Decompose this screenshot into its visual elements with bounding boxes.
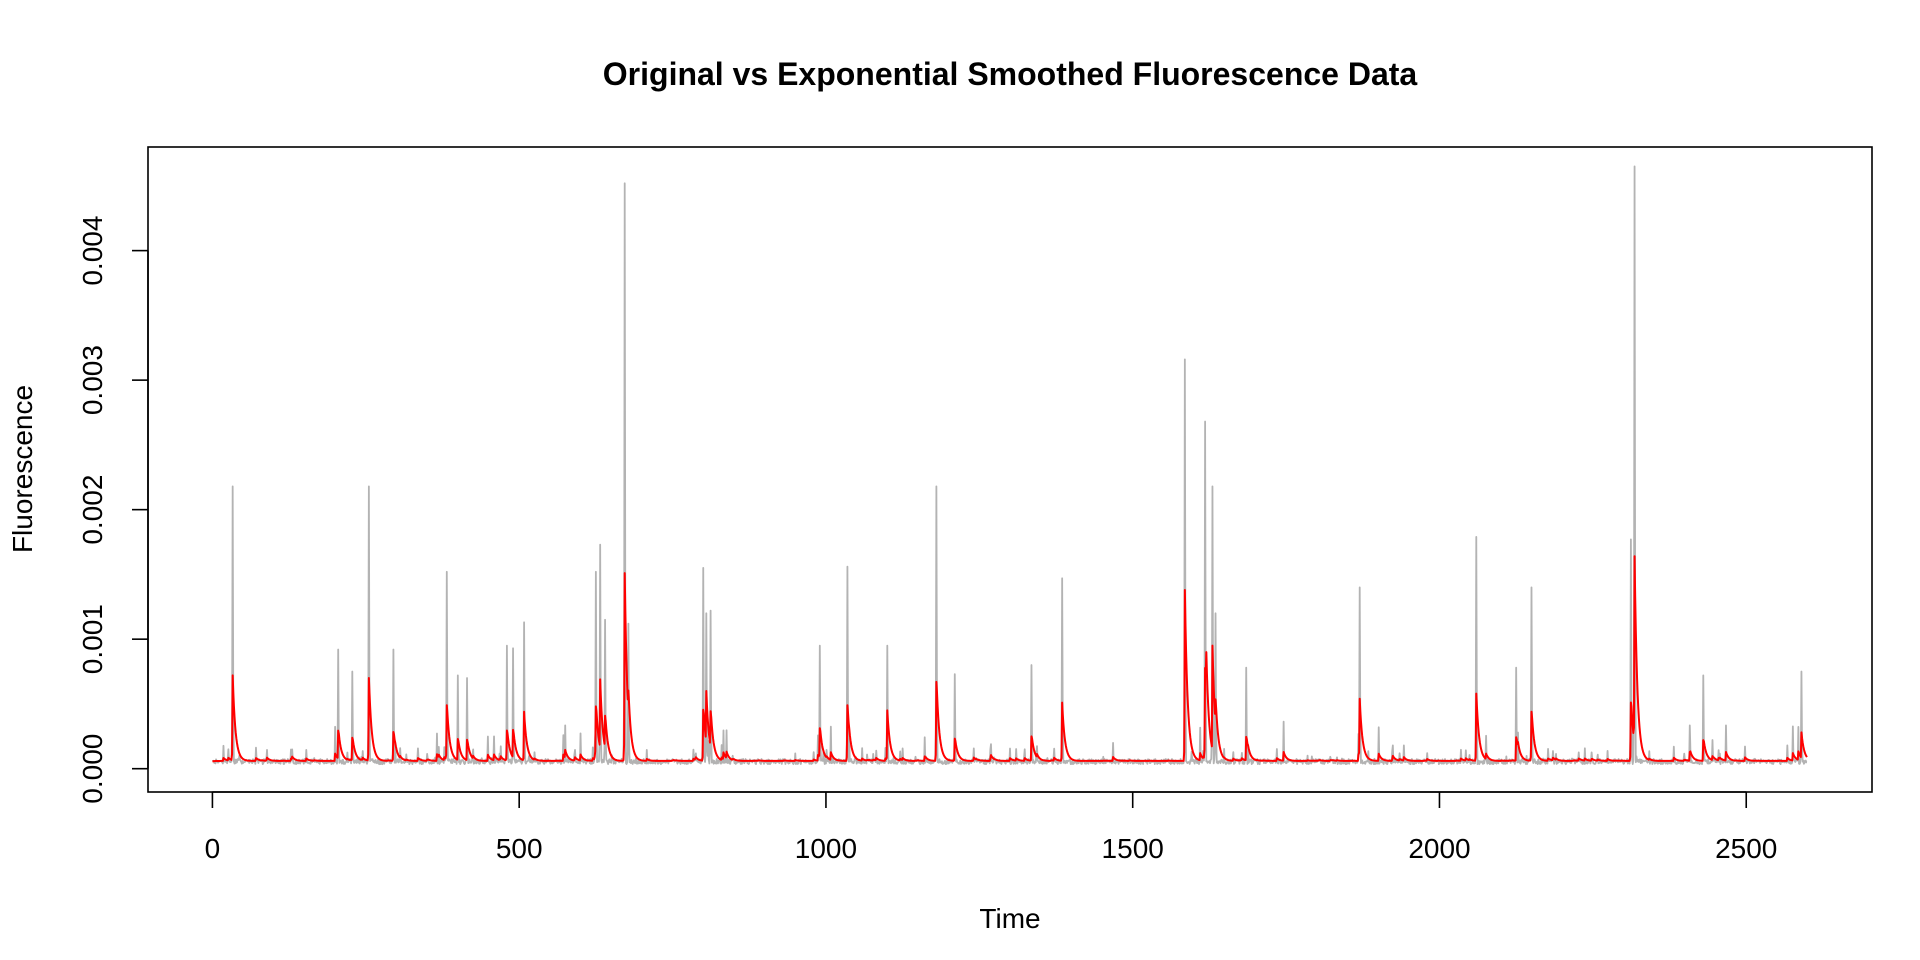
- y-tick-label: 0.003: [77, 345, 108, 415]
- x-tick-label: 0: [205, 833, 221, 864]
- y-tick-label: 0.001: [77, 604, 108, 674]
- y-tick-label: 0.000: [77, 734, 108, 804]
- y-axis-label: Fluorescence: [7, 385, 38, 553]
- plot-box: [147, 146, 1873, 793]
- x-tick-label: 1000: [795, 833, 857, 864]
- x-tick-label: 500: [496, 833, 543, 864]
- series-line-original: [211, 165, 1808, 766]
- y-tick-label: 0.002: [77, 475, 108, 545]
- x-tick-label: 2500: [1715, 833, 1777, 864]
- x-tick-label: 1500: [1102, 833, 1164, 864]
- chart-title: Original vs Exponential Smoothed Fluores…: [603, 56, 1418, 92]
- y-axis: 0.000 0.001 0.002 0.003 0.004: [77, 216, 149, 804]
- series-layer: [211, 165, 1808, 766]
- series-line-smoothed: [212, 555, 1808, 763]
- y-tick-label: 0.004: [77, 216, 108, 286]
- x-tick-label: 2000: [1408, 833, 1470, 864]
- x-axis-label: Time: [979, 903, 1040, 934]
- x-axis: 0 500 1000 1500 2000 2500: [205, 791, 1777, 864]
